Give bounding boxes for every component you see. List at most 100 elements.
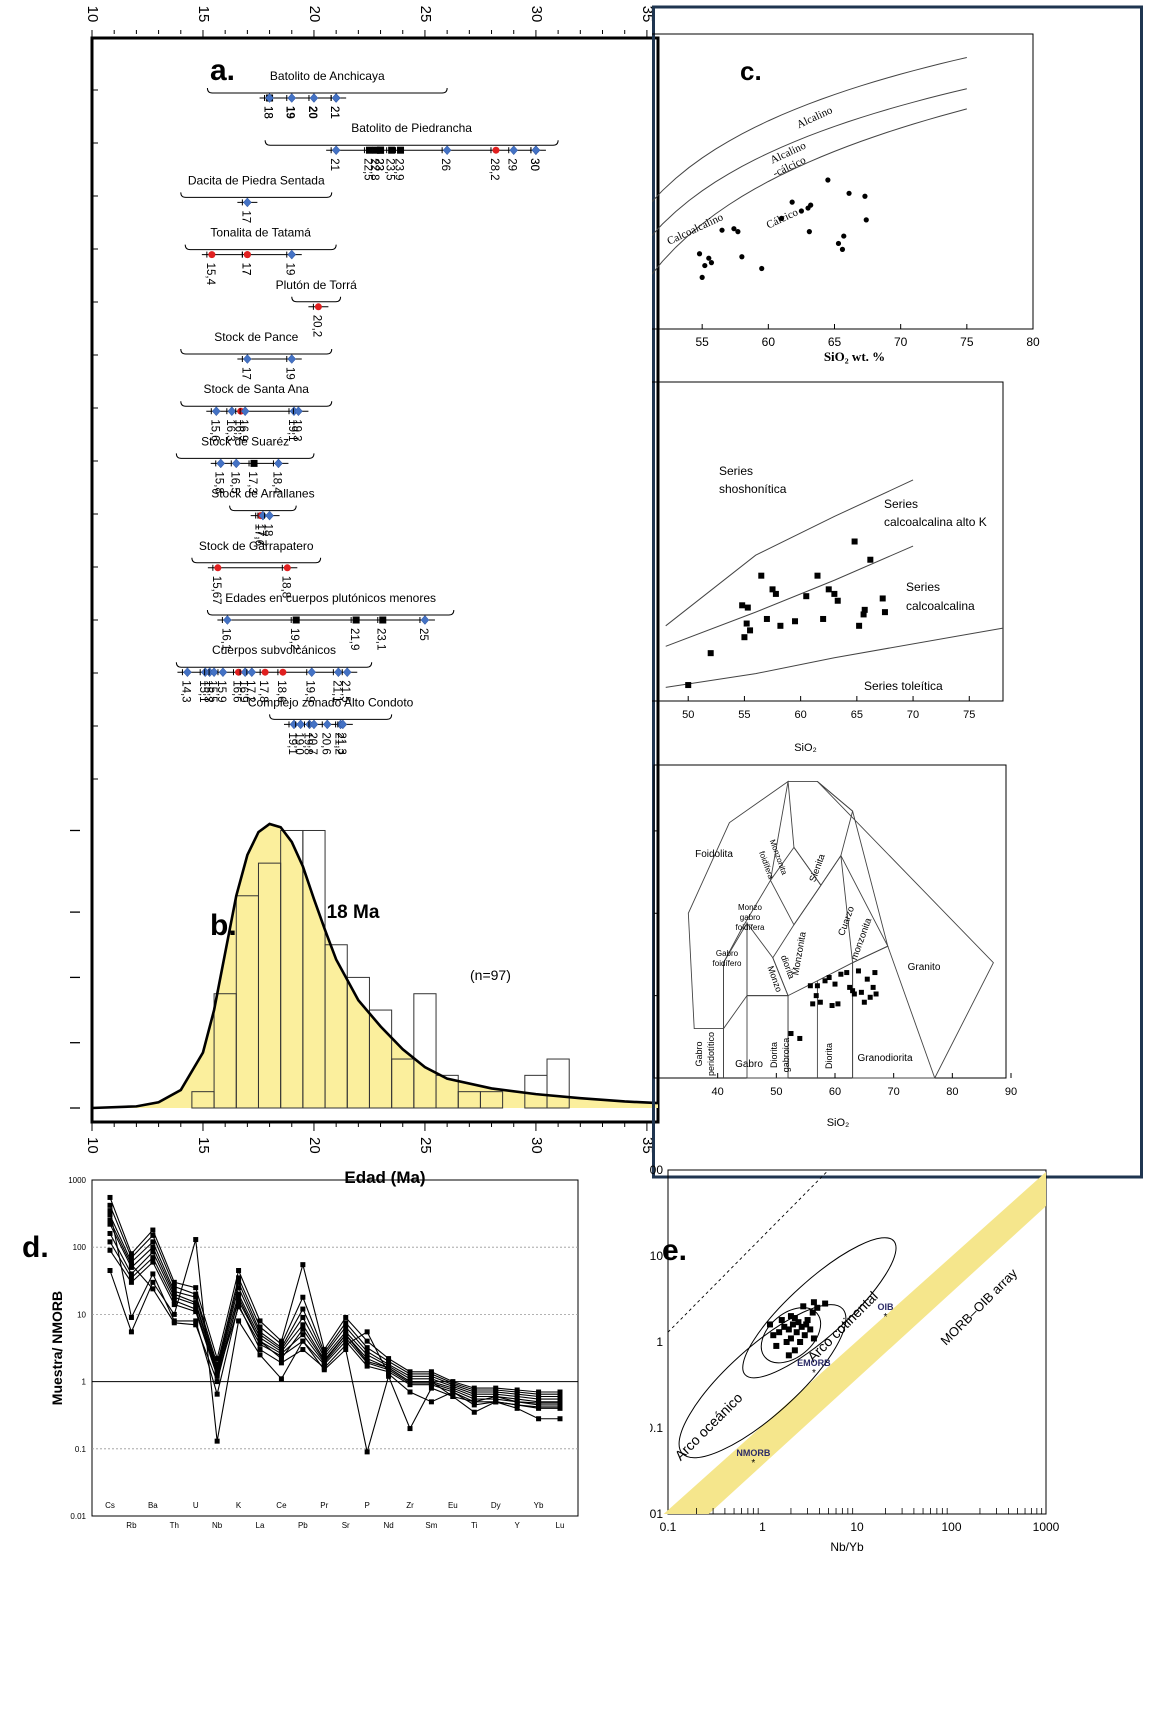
panel-d-label: d. xyxy=(22,1231,49,1264)
spider-series-point xyxy=(536,1402,542,1408)
c2-x-tick-label: 75 xyxy=(963,709,975,721)
age-value-label: 15,1 xyxy=(197,680,209,702)
spider-y-tick-label: 100 xyxy=(73,1243,87,1252)
c3-sample-point xyxy=(829,1003,835,1009)
spider-series-point xyxy=(257,1352,263,1358)
c2-boundary-high-k xyxy=(665,545,914,647)
spider-y-axis-label: Muestra/ NMORB xyxy=(49,1291,65,1405)
peak-age-annotation: 18 Ma xyxy=(327,902,380,923)
spider-series-point xyxy=(514,1405,520,1411)
spider-element-label: Nd xyxy=(383,1521,393,1530)
age-value-label: 15,8 xyxy=(213,471,225,493)
spider-series-line xyxy=(109,1241,560,1404)
spider-series-point xyxy=(107,1208,113,1214)
c3-sample-point xyxy=(822,978,828,984)
age-point-diamond xyxy=(331,145,341,156)
age-point-diamond xyxy=(309,93,319,103)
age-top-tick-label: 20 xyxy=(306,6,323,23)
spider-element-label: K xyxy=(236,1501,242,1510)
c3-field-label: foidífero xyxy=(713,959,742,968)
spider-series-point xyxy=(364,1363,370,1369)
c3-field-label: Foidolita xyxy=(695,849,733,860)
age-point-square xyxy=(379,616,387,624)
c1-x-tick-label: 60 xyxy=(762,335,776,349)
spider-series-point xyxy=(193,1309,199,1315)
spider-series-point xyxy=(557,1405,563,1411)
spider-element-label: P xyxy=(364,1501,369,1510)
spider-series-line xyxy=(109,1239,560,1453)
age-point-circle xyxy=(214,564,222,572)
spider-series-point xyxy=(300,1326,306,1332)
age-point-circle xyxy=(283,564,291,572)
age-group-title: Edades en cuerpos plutónicos menores xyxy=(225,591,436,605)
spider-series-point xyxy=(107,1221,113,1227)
spider-chart: 0.01 0.1 1 10 100 1000 Cs Ba U K Ce Pr P Zr Eu Dy Yb Rb Th… xyxy=(49,1176,579,1530)
e-sample-point xyxy=(766,1321,773,1328)
spider-series-point xyxy=(128,1279,134,1285)
c2-boundary-tholeiitic xyxy=(665,627,1004,688)
spider-series-point xyxy=(150,1232,156,1238)
spider-series-point xyxy=(386,1356,392,1362)
spider-series-point xyxy=(150,1279,156,1285)
spider-series-point xyxy=(321,1358,327,1364)
spider-series-point xyxy=(193,1294,199,1300)
age-point-diamond xyxy=(258,510,268,521)
spider-series-point xyxy=(107,1230,113,1236)
morb-oib-array-band xyxy=(663,1171,1046,1514)
c2-sample-point xyxy=(769,586,776,593)
spider-series-point xyxy=(471,1399,477,1405)
spider-element-label: Ce xyxy=(276,1501,287,1510)
age-point-circle xyxy=(243,251,251,259)
spider-series-point xyxy=(278,1376,284,1382)
e-y-tick-label: 1 xyxy=(656,1335,663,1349)
spider-series-point xyxy=(150,1239,156,1245)
e-sample-point xyxy=(791,1347,798,1354)
spider-series-point xyxy=(236,1298,242,1304)
spider-series-point xyxy=(364,1338,370,1344)
age-value-label: 30 xyxy=(528,158,540,171)
c1-sample-point xyxy=(863,217,869,223)
spider-series-point xyxy=(214,1379,220,1385)
age-point-circle xyxy=(492,146,500,154)
spider-series-point xyxy=(300,1338,306,1344)
e-x-tick-label: 100 xyxy=(941,1520,961,1534)
oceanic-arc-ellipse xyxy=(678,1304,847,1459)
spider-series-point xyxy=(557,1402,563,1408)
c2-sample-point xyxy=(792,618,799,625)
spider-series-point xyxy=(257,1341,263,1347)
age-group-title: Tonalita de Tatamá xyxy=(210,226,311,240)
e-y-tick-label: 0.1 xyxy=(650,1421,663,1435)
c3-x-tick-label: 40 xyxy=(712,1086,724,1098)
age-top-tick-label: 10 xyxy=(84,6,101,23)
age-value-label: 21,3 xyxy=(335,732,347,754)
c3-x-axis-label: SiO₂ xyxy=(827,1117,850,1129)
c1-x-axis-label: SiO₂ wt. % xyxy=(824,349,885,364)
age-value-label: 15,5 xyxy=(206,680,218,702)
e-sample-point xyxy=(781,1323,788,1330)
spider-series-point xyxy=(300,1294,306,1300)
e-x-axis-label: Nb/Yb xyxy=(830,1540,864,1554)
c2-sample-point xyxy=(707,650,714,657)
age-value-label: 21 xyxy=(328,106,340,119)
age-value-label: 19,0 xyxy=(293,732,305,754)
c2-sample-point xyxy=(856,622,863,629)
c3-field-label: Granodiorita xyxy=(857,1053,912,1064)
age-value-label: 16,7 xyxy=(233,419,245,441)
e-reference-marker: * xyxy=(812,1368,816,1379)
c2-sample-point xyxy=(831,590,838,597)
age-point-diamond xyxy=(247,667,257,678)
histogram-x-tick-label: 15 xyxy=(195,1137,212,1154)
spider-series-point xyxy=(171,1279,177,1285)
c2-sample-point xyxy=(763,615,770,622)
age-point-diamond xyxy=(223,615,232,625)
e-sample-point xyxy=(789,1321,796,1328)
spider-series-point xyxy=(386,1371,392,1377)
e-sample-point xyxy=(778,1317,785,1324)
spider-series-line xyxy=(109,1210,560,1409)
spider-series-point xyxy=(278,1353,284,1359)
spider-series-point xyxy=(107,1247,113,1253)
c2-field-label: Series xyxy=(884,497,918,511)
c2-sample-point xyxy=(803,593,810,600)
spider-y-tick-label: 0.01 xyxy=(70,1512,86,1521)
c2-sample-point xyxy=(861,606,868,613)
